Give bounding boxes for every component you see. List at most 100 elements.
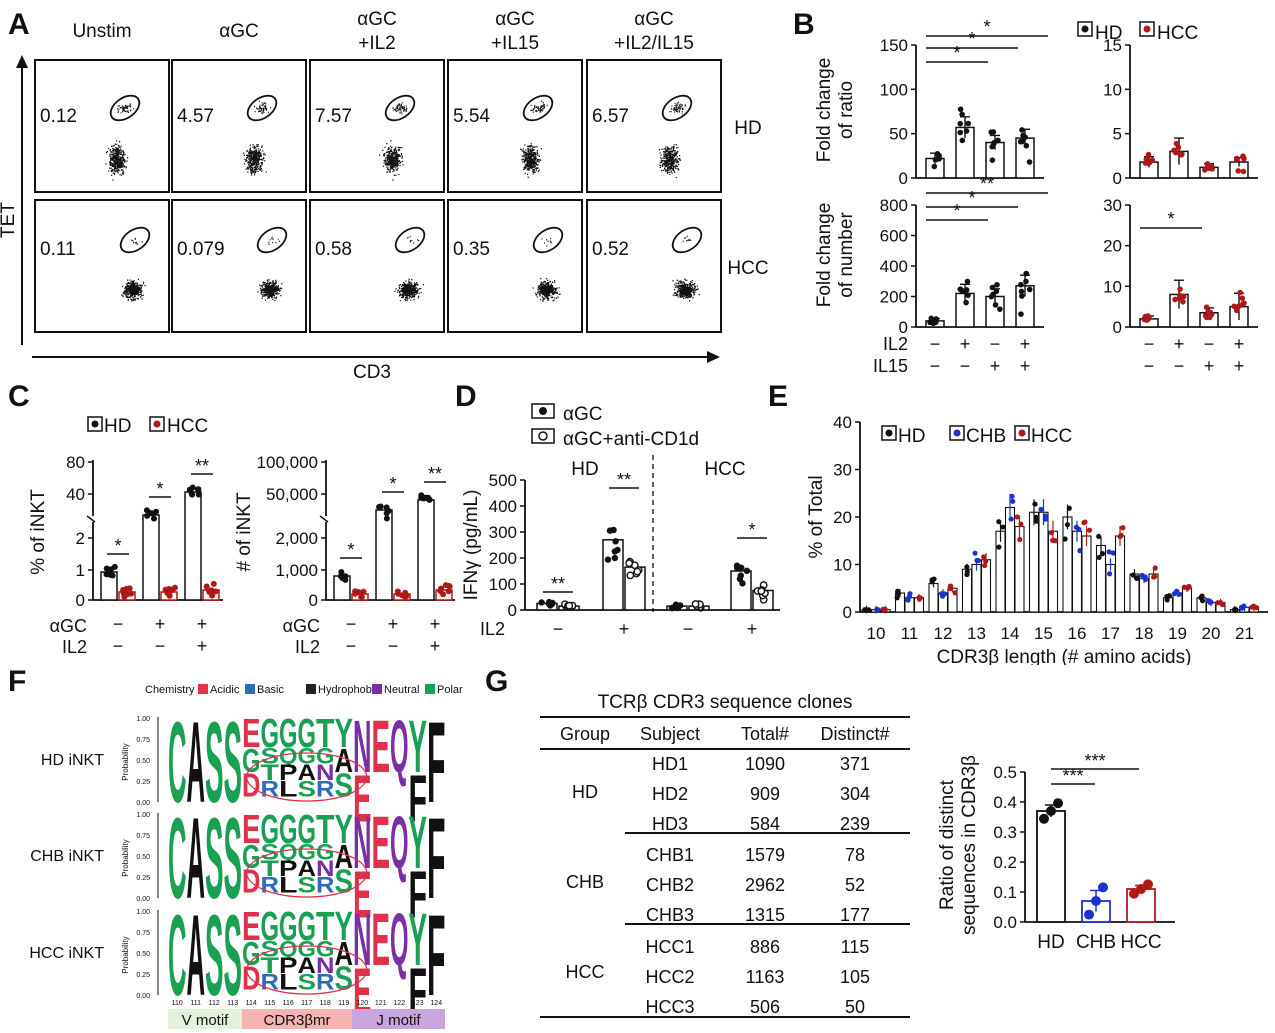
sig-mark: * [968, 188, 975, 208]
data-point [1172, 590, 1178, 597]
position-label: 122 [393, 1000, 405, 1007]
agc-sign: + [430, 614, 441, 634]
data-point [939, 591, 945, 597]
y-tick-label: 50 [889, 125, 908, 144]
bar-hd [184, 491, 202, 601]
logo-letter: S [205, 795, 224, 923]
legend-hd: HD [1095, 23, 1122, 44]
data-point [1091, 896, 1101, 906]
logo-letter: T [261, 953, 280, 978]
prob-tick: 0.50 [136, 854, 150, 861]
data-point-hcc [394, 588, 401, 595]
y-tick-label: 20 [833, 508, 852, 527]
facs-plot [171, 59, 307, 193]
logo-letter: P [279, 953, 298, 978]
data-point-agc [548, 600, 556, 608]
table-cell-distinct: 78 [844, 845, 866, 865]
data-point [964, 564, 970, 570]
logo-letter: L [279, 970, 298, 995]
axis-break [86, 515, 96, 523]
data-point [1017, 138, 1024, 145]
y-tick-label: 0 [76, 591, 85, 610]
data-point-hd [189, 491, 196, 498]
position-label: 110 [172, 1000, 183, 1007]
chem-label: Hydrophobic [318, 684, 380, 696]
bar-agc [730, 570, 752, 611]
data-point [1062, 536, 1068, 542]
bar [1071, 530, 1083, 613]
data-point [964, 278, 971, 285]
y-tick-label: 30 [833, 461, 852, 480]
group-chb: CHB [565, 872, 604, 892]
logo-letter: A [335, 839, 354, 876]
prob-tick: 0.75 [136, 737, 150, 744]
table-cell-total: 584 [749, 814, 781, 834]
logo-letter: P [279, 856, 298, 881]
sig-mark: * [389, 474, 396, 494]
logo-letter: S [298, 970, 317, 995]
data-point-hd [195, 491, 202, 498]
x-tick-label: 10 [867, 624, 886, 643]
il2-sign: − [346, 636, 357, 656]
position-label: 123 [412, 1000, 424, 1007]
x-tick-label: 15 [1034, 624, 1053, 643]
data-point [905, 597, 911, 603]
data-point-anti [565, 601, 574, 610]
data-point [981, 554, 987, 560]
legend-label: CHB [966, 426, 1006, 447]
row-label-agc: αGC [50, 616, 87, 636]
logo-row-label: CHB iNKT [30, 848, 104, 865]
table-cell-distinct: 52 [844, 875, 866, 895]
data-point [972, 550, 978, 556]
table-cell-subject: CHB1 [645, 845, 694, 865]
data-point-hcc [360, 588, 367, 595]
group-hcc: HCC [565, 962, 605, 982]
data-point [1050, 537, 1056, 543]
position-label: 116 [283, 1000, 294, 1007]
logo-letter: Q [390, 898, 409, 981]
column-header: αGC [634, 9, 673, 30]
logo-letter: S [205, 892, 224, 1020]
data-point [1032, 501, 1038, 507]
bar-hd [417, 499, 435, 601]
logo-letter: A [298, 953, 317, 978]
logo-letter: S [298, 777, 317, 802]
position-label: 118 [320, 1000, 331, 1007]
table-cell-total: 506 [749, 997, 781, 1017]
logo-letter: T [261, 760, 280, 785]
data-point [1240, 153, 1246, 159]
column-header: αGC [495, 9, 534, 30]
table-cell-subject: HCC2 [645, 967, 695, 987]
logo-letter: G [298, 744, 317, 769]
data-point [1048, 530, 1055, 536]
sig-mark: ** [195, 456, 209, 476]
data-point [1180, 293, 1187, 300]
il2-sign: + [430, 636, 441, 656]
prob-tick: 0.00 [136, 800, 150, 807]
gate-percent: 0.079 [177, 239, 225, 260]
prob-tick: 0.00 [136, 993, 150, 1000]
logo-letter: A [187, 699, 206, 827]
data-point [1073, 524, 1079, 530]
y-tick-label: 40 [833, 413, 852, 432]
bar [995, 530, 1006, 613]
scatter-dots [394, 236, 424, 302]
logo-letter: G [298, 937, 317, 962]
legend-dot-agc [539, 407, 547, 415]
x-tick-label: HCC [1120, 932, 1161, 953]
data-point [1010, 498, 1016, 504]
legend-label: HD [898, 426, 925, 447]
x-axis-label: CDR3β length (# amino acids) [937, 647, 1192, 665]
il15-sign: + [1020, 356, 1031, 376]
x-tick-label: 18 [1135, 624, 1154, 643]
panel-label-c: C [8, 380, 30, 413]
logo-letter: E [353, 859, 372, 933]
data-point [931, 576, 937, 582]
data-point-hd [153, 508, 160, 515]
agc-sign: − [346, 614, 357, 634]
data-point [1084, 909, 1094, 920]
prob-tick: 0.25 [136, 779, 150, 786]
header-distinct: Distinct# [820, 724, 890, 744]
data-point [934, 150, 941, 157]
